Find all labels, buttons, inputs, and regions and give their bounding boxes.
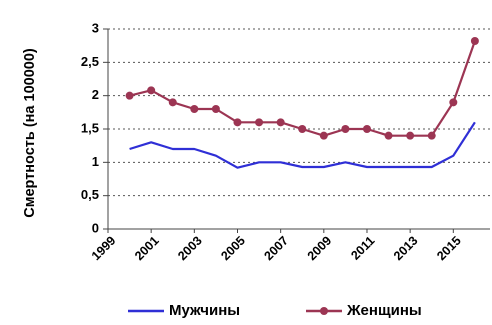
data-point-women: [298, 125, 307, 133]
data-point-women: [276, 118, 285, 127]
data-point-women: [147, 86, 156, 95]
data-point-women: [211, 105, 220, 113]
data-point-women: [384, 131, 393, 140]
data-point-women: [427, 131, 436, 140]
x-tick-label: 2009: [305, 234, 335, 264]
y-tick-label: 0,5: [81, 187, 99, 202]
axes: [103, 28, 490, 233]
data-point-women: [449, 98, 458, 107]
x-tick-label: 2003: [175, 234, 205, 264]
data-point-women: [362, 125, 371, 133]
data-point-women: [406, 131, 415, 140]
legend-label-women: Женщины: [346, 302, 422, 319]
data-point-women: [319, 131, 328, 140]
legend: Мужчины Женщины: [128, 302, 422, 319]
y-axis-label: Смертность (на 100000): [22, 48, 38, 218]
x-tick-label: 2011: [348, 234, 377, 263]
series-line-men: [129, 121, 476, 169]
data-point-women: [168, 98, 177, 107]
x-tick-labels: 1999 2001 2003 2005 2007 2009 2011 2013 2015: [89, 234, 464, 264]
x-tick-label: 2013: [391, 234, 421, 264]
data-point-women: [341, 125, 350, 133]
data-point-women: [255, 118, 264, 127]
data-point-women: [190, 105, 199, 113]
y-tick-labels: 0 0,5 1 1,5 2 2,5 3: [81, 20, 99, 235]
data-point-women: [470, 37, 479, 45]
gridlines: [108, 28, 490, 197]
data-point-women: [125, 91, 134, 100]
y-tick-label: 2,5: [81, 54, 99, 69]
data-point-women: [233, 118, 242, 127]
y-tick-label: 1,5: [81, 120, 99, 135]
x-tick-label: 1999: [89, 234, 119, 264]
data-series: [125, 37, 479, 169]
y-tick-label: 3: [92, 20, 99, 35]
x-tick-label: 2001: [132, 234, 162, 264]
x-tick-label: 2005: [218, 234, 248, 264]
x-tick-label: 2007: [262, 234, 292, 264]
series-line-women: [129, 40, 476, 137]
y-tick-label: 1: [92, 154, 99, 169]
x-tick-label: 2015: [434, 234, 464, 264]
y-tick-label: 2: [92, 87, 99, 102]
legend-marker-women: [320, 307, 328, 315]
legend-label-men: Мужчины: [169, 302, 240, 319]
y-tick-label: 0: [92, 220, 99, 235]
